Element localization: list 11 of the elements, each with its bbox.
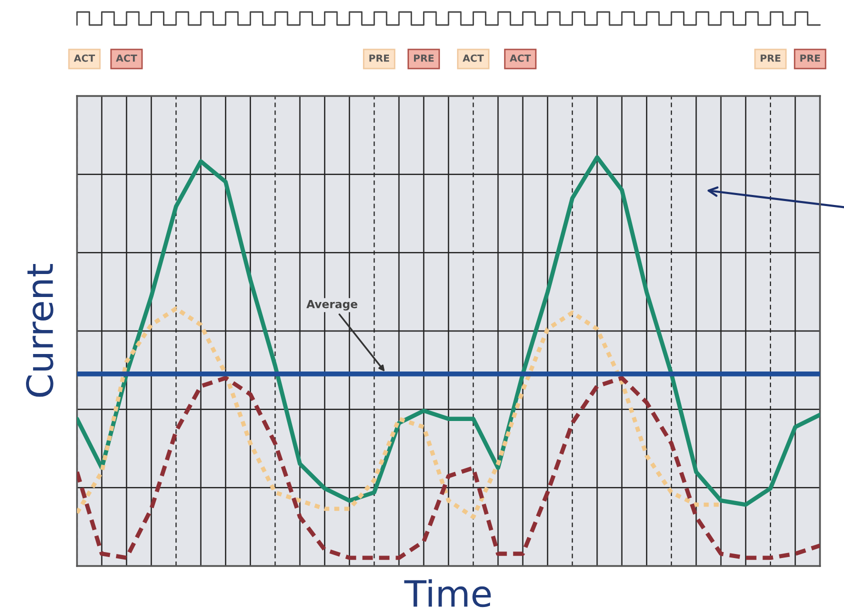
y-axis-title: Current — [26, 264, 54, 397]
text: PRE — [760, 54, 780, 62]
x-axis-title: Time — [404, 579, 491, 608]
text: ACT — [74, 54, 96, 62]
text: ACT — [510, 54, 531, 62]
text: ACT — [462, 54, 484, 62]
text: PRE — [414, 54, 434, 62]
text: PRE — [369, 54, 390, 62]
text: ACT — [116, 54, 138, 62]
ref-line-label: Average — [306, 300, 358, 311]
text: PRE — [800, 54, 820, 62]
